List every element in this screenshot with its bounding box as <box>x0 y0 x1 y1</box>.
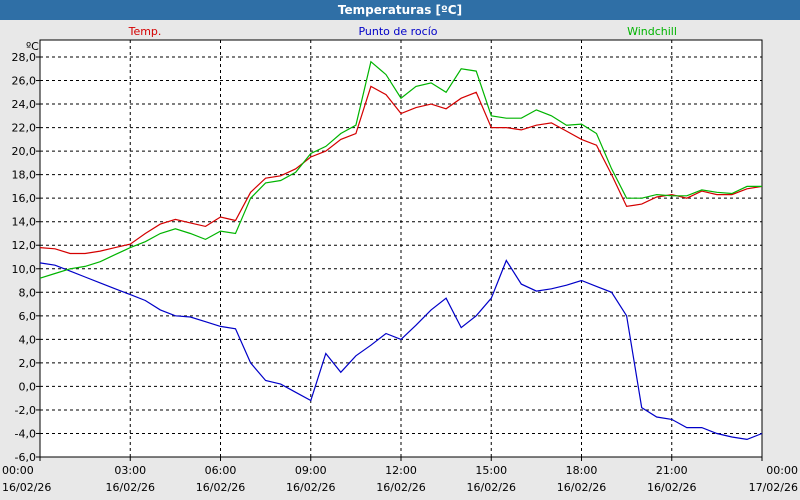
legend-temp: Temp. <box>128 25 162 38</box>
y-tick-label: 24,0 <box>12 98 37 111</box>
x-tick-date-label: 16/02/26 <box>106 481 155 494</box>
x-tick-date-label: 16/02/26 <box>647 481 696 494</box>
x-tick-date-label: 16/02/26 <box>2 481 51 494</box>
x-tick-date-label: 17/02/26 <box>749 481 798 494</box>
y-tick-label: -4,0 <box>15 427 36 440</box>
x-tick-date-label: 16/02/26 <box>557 481 606 494</box>
y-tick-label: 26,0 <box>12 75 37 88</box>
x-tick-time-label: 09:00 <box>295 464 327 477</box>
y-axis: -6,0 -4,0 -2,0 0,0 2,0 4,0 6,0 8,0 10,0 12,0 14,0 1… <box>12 51 40 464</box>
y-tick-label: 14,0 <box>12 216 37 229</box>
y-tick-label: 18,0 <box>12 169 37 182</box>
series-lines <box>39 60 763 441</box>
y-tick-label: 6,0 <box>19 310 37 323</box>
x-tick-date-label: 16/02/26 <box>467 481 516 494</box>
grid-lines <box>39 40 763 458</box>
y-tick-label: 8,0 <box>19 286 37 299</box>
x-tick-date-label: 16/02/26 <box>196 481 245 494</box>
y-tick-label: 10,0 <box>12 263 37 276</box>
y-tick-label: 28,0 <box>12 51 37 64</box>
y-tick-label: 16,0 <box>12 192 37 205</box>
y-tick-label: 22,0 <box>12 122 37 135</box>
x-tick-date-label: 16/02/26 <box>376 481 425 494</box>
x-tick-time-label: 03:00 <box>114 464 146 477</box>
windchill-series-line <box>39 60 762 279</box>
dew-point-series-line <box>39 259 763 441</box>
x-tick-time-label: 21:00 <box>656 464 688 477</box>
y-tick-label: 0,0 <box>19 380 37 393</box>
y-tick-label: 2,0 <box>19 357 37 370</box>
window-title: Temperaturas [ºC] <box>0 0 800 20</box>
y-tick-label: 12,0 <box>12 239 37 252</box>
y-axis-unit: ºC <box>26 40 39 53</box>
x-tick-time-label: 00:00 <box>766 464 798 477</box>
y-tick-label: -6,0 <box>15 451 36 464</box>
x-tick-time-label: 18:00 <box>566 464 598 477</box>
legend-windchill: Windchill <box>627 25 677 38</box>
x-tick-time-label: 12:00 <box>385 464 417 477</box>
temperature-chart: -6,0 -4,0 -2,0 0,0 2,0 4,0 6,0 8,0 10,0 12,0 14,0 1… <box>2 25 798 494</box>
y-tick-label: 20,0 <box>12 145 37 158</box>
x-tick-time-label: 06:00 <box>205 464 237 477</box>
x-tick-time-label: 00:00 <box>2 464 34 477</box>
x-tick-time-label: 15:00 <box>475 464 507 477</box>
x-tick-date-label: 16/02/26 <box>286 481 335 494</box>
y-tick-label: 4,0 <box>19 333 37 346</box>
legend-dew-point: Punto de rocío <box>358 25 437 38</box>
x-axis: 00:00 16/02/26 03:00 16/02/26 06:00 16/02/26 0… <box>2 457 798 494</box>
plot-area <box>39 39 763 458</box>
temp-series-line <box>39 85 763 255</box>
y-tick-label: -2,0 <box>15 404 36 417</box>
